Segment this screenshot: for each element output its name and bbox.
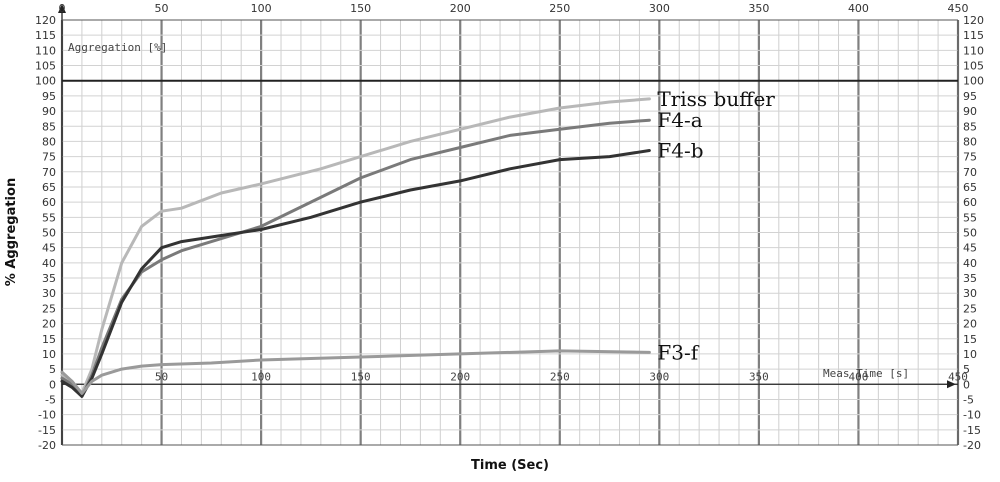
series-label-f4-a: F4-a	[657, 108, 702, 132]
y-tick-label-right: 35	[963, 272, 977, 285]
x-tick-label-top: 450	[948, 2, 969, 15]
y-tick-label-left: 20	[42, 318, 56, 331]
y-axis-title: % Aggregation	[4, 178, 19, 286]
y-tick-label-left: -10	[38, 409, 56, 422]
y-tick-label-left: 105	[35, 60, 56, 73]
y-tick-label-right: 115	[963, 29, 984, 42]
y-tick-label-right: -10	[963, 409, 981, 422]
tick-labels: -20-15-10-505101520253035404550556065707…	[35, 2, 984, 452]
x-tick-label-top: 300	[649, 2, 670, 15]
y-tick-label-left: 120	[35, 14, 56, 27]
x-tick-label-inner: 250	[550, 370, 570, 383]
y-tick-label-right: 90	[963, 105, 977, 118]
y-tick-label-right: -5	[963, 393, 974, 406]
y-tick-label-right: 80	[963, 135, 977, 148]
y-tick-label-right: 20	[963, 318, 977, 331]
y-tick-label-left: -20	[38, 439, 56, 452]
y-tick-label-left: 50	[42, 227, 56, 240]
series-line-triss-buffer	[60, 97, 651, 395]
y-tick-label-left: 15	[42, 333, 56, 346]
x-tick-label-top: 50	[155, 2, 169, 15]
y-tick-label-left: 30	[42, 287, 56, 300]
series-line-f4-b	[60, 149, 651, 398]
y-tick-label-right: 120	[963, 14, 984, 27]
y-tick-label-left: 10	[42, 348, 56, 361]
series-label-f3-f: F3-f	[657, 340, 699, 364]
y-tick-label-left: 110	[35, 44, 56, 57]
series-label-triss-buffer: Triss buffer	[657, 87, 775, 111]
y-tick-label-left: 90	[42, 105, 56, 118]
y-tick-label-left: -15	[38, 424, 56, 437]
y-tick-label-right: 60	[963, 196, 977, 209]
y-tick-label-right: -20	[963, 439, 981, 452]
x-tick-label-inner: 100	[251, 370, 271, 383]
y-tick-label-right: 110	[963, 44, 984, 57]
x-tick-label-top: 150	[350, 2, 371, 15]
y-tick-label-left: 55	[42, 211, 56, 224]
y-tick-label-right: 70	[963, 166, 977, 179]
y-tick-label-left: 65	[42, 181, 56, 194]
y-tick-label-right: 100	[963, 75, 984, 88]
x-tick-label-inner: 300	[649, 370, 669, 383]
y-tick-label-left: 5	[49, 363, 56, 376]
y-tick-label-left: 70	[42, 166, 56, 179]
y-tick-label-right: 0	[963, 378, 970, 391]
series-line-f3-f	[60, 349, 651, 395]
y-tick-label-left: 60	[42, 196, 56, 209]
x-tick-label-inner: 400	[849, 370, 869, 383]
y-tick-label-right: 40	[963, 257, 977, 270]
x-tick-label-inner: 450	[948, 370, 968, 383]
y-tick-label-left: 115	[35, 29, 56, 42]
x-tick-label-top: 100	[251, 2, 272, 15]
y-tick-label-left: 100	[35, 75, 56, 88]
y-tick-label-right: 10	[963, 348, 977, 361]
y-tick-label-right: 85	[963, 120, 977, 133]
y-tick-label-right: 65	[963, 181, 977, 194]
x-tick-label-top: 350	[748, 2, 769, 15]
series-group	[60, 97, 651, 398]
y-tick-label-left: 80	[42, 135, 56, 148]
y-tick-label-left: 95	[42, 90, 56, 103]
y-tick-label-left: 40	[42, 257, 56, 270]
inner-x-axis-label: Meas Time [s]	[823, 367, 909, 380]
x-tick-label-inner: 150	[351, 370, 371, 383]
y-tick-label-left: 75	[42, 151, 56, 164]
y-tick-label-right: -15	[963, 424, 981, 437]
x-axis-title: Time (Sec)	[471, 458, 549, 473]
axes	[58, 4, 959, 446]
y-tick-label-right: 55	[963, 211, 977, 224]
x-tick-label-inner: 50	[155, 370, 168, 383]
zero-axis-arrow	[947, 380, 956, 389]
y-tick-label-right: 105	[963, 60, 984, 73]
y-tick-label-right: 95	[963, 90, 977, 103]
y-tick-label-right: 5	[963, 363, 970, 376]
y-tick-label-right: 75	[963, 151, 977, 164]
x-tick-label-inner: 200	[450, 370, 470, 383]
y-tick-label-left: 35	[42, 272, 56, 285]
y-tick-label-right: 45	[963, 242, 977, 255]
y-tick-label-left: 0	[49, 378, 56, 391]
x-tick-label-top: 250	[549, 2, 570, 15]
y-tick-label-left: 25	[42, 302, 56, 315]
y-axis-arrow	[58, 4, 66, 13]
y-tick-label-right: 15	[963, 333, 977, 346]
x-tick-label-inner: 350	[749, 370, 769, 383]
x-tick-label-top: 0	[59, 2, 66, 15]
y-tick-label-left: -5	[45, 393, 56, 406]
y-tick-label-right: 50	[963, 227, 977, 240]
y-tick-label-right: 30	[963, 287, 977, 300]
inner-y-axis-label: Aggregation [%]	[68, 41, 167, 54]
y-tick-label-right: 25	[963, 302, 977, 315]
series-label-f4-b: F4-b	[657, 139, 703, 163]
y-tick-label-left: 85	[42, 120, 56, 133]
x-tick-label-top: 400	[848, 2, 869, 15]
y-tick-label-left: 45	[42, 242, 56, 255]
x-tick-label-top: 200	[450, 2, 471, 15]
